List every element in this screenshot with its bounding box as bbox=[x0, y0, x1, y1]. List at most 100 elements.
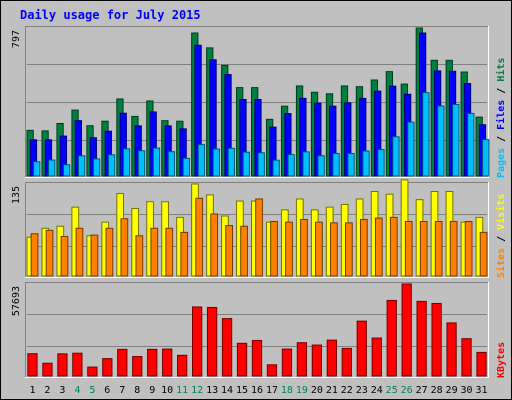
bar-sites-day-6 bbox=[105, 227, 114, 277]
chart-title: Daily usage for July 2015 bbox=[20, 8, 201, 22]
panel-top-legend: Pages / Files / Hits bbox=[495, 58, 507, 178]
day-label-30: 30 bbox=[461, 385, 473, 396]
bar-kbytes-day-14 bbox=[221, 318, 233, 377]
bar-sites-day-18 bbox=[285, 221, 293, 277]
bar-pages-day-26 bbox=[407, 121, 415, 177]
panel-bottom-max-label: 57693 bbox=[11, 286, 22, 316]
day-label-10: 10 bbox=[161, 385, 173, 396]
panel-bottom-legend: KBytes bbox=[496, 342, 507, 378]
bar-sites-day-20 bbox=[315, 221, 323, 277]
bar-pages-day-2 bbox=[48, 159, 56, 177]
day-label-16: 16 bbox=[251, 385, 263, 396]
bar-pages-day-10 bbox=[167, 151, 176, 177]
bar-pages-day-29 bbox=[452, 104, 460, 177]
bar-kbytes-day-25 bbox=[386, 299, 397, 377]
bar-sites-day-10 bbox=[165, 227, 174, 277]
bar-pages-day-9 bbox=[152, 147, 161, 177]
day-label-11: 11 bbox=[176, 385, 188, 396]
day-label-13: 13 bbox=[206, 385, 218, 396]
bar-sites-day-4 bbox=[75, 227, 84, 277]
bar-pages-day-19 bbox=[302, 151, 310, 177]
day-label-29: 29 bbox=[446, 385, 458, 396]
bar-pages-day-25 bbox=[392, 136, 400, 177]
bar-kbytes-day-26 bbox=[401, 283, 412, 377]
bar-kbytes-day-7 bbox=[117, 348, 128, 377]
bar-sites-day-12 bbox=[195, 197, 204, 277]
day-label-1: 1 bbox=[29, 385, 35, 396]
day-label-8: 8 bbox=[134, 385, 140, 396]
bar-pages-day-20 bbox=[317, 155, 325, 177]
bar-kbytes-day-5 bbox=[87, 366, 98, 377]
legend-part-bottom-0: KBytes bbox=[496, 342, 507, 378]
bar-sites-day-15 bbox=[240, 225, 248, 277]
day-label-26: 26 bbox=[401, 385, 413, 396]
bar-sites-day-28 bbox=[434, 220, 443, 277]
bar-sites-day-22 bbox=[345, 222, 353, 277]
bar-kbytes-day-9 bbox=[147, 348, 158, 377]
legend-part-top-3: / bbox=[496, 82, 507, 100]
bar-pages-day-28 bbox=[437, 105, 445, 177]
day-label-17: 17 bbox=[266, 385, 278, 396]
day-label-12: 12 bbox=[191, 385, 203, 396]
bar-sites-day-1 bbox=[30, 233, 39, 277]
day-label-14: 14 bbox=[221, 385, 233, 396]
bar-kbytes-day-4 bbox=[72, 352, 83, 377]
bar-pages-day-30 bbox=[467, 112, 475, 177]
bar-sites-day-3 bbox=[60, 235, 69, 277]
bar-sites-day-19 bbox=[300, 218, 308, 277]
bar-pages-day-22 bbox=[347, 153, 355, 177]
day-label-4: 4 bbox=[74, 385, 80, 396]
bar-kbytes-day-24 bbox=[371, 337, 382, 377]
day-label-21: 21 bbox=[326, 385, 338, 396]
panel-mid-max-label: 135 bbox=[11, 186, 22, 204]
legend-part-top-2: Files bbox=[495, 100, 507, 130]
bar-sites-day-7 bbox=[120, 218, 129, 277]
bar-sites-day-31 bbox=[479, 231, 488, 277]
bar-kbytes-day-18 bbox=[281, 348, 293, 377]
bar-sites-day-16 bbox=[255, 198, 263, 277]
bar-sites-day-13 bbox=[210, 213, 219, 277]
legend-part-top-1: / bbox=[496, 130, 507, 148]
bar-pages-day-6 bbox=[107, 154, 116, 177]
day-label-2: 2 bbox=[44, 385, 50, 396]
bar-kbytes-day-11 bbox=[177, 354, 188, 377]
bar-pages-day-1 bbox=[33, 161, 41, 177]
bar-sites-day-11 bbox=[180, 231, 189, 277]
bar-pages-day-8 bbox=[137, 150, 146, 177]
bar-kbytes-day-28 bbox=[431, 302, 442, 377]
bar-kbytes-day-3 bbox=[57, 353, 68, 377]
day-label-7: 7 bbox=[119, 385, 125, 396]
legend-part-mid-1: / bbox=[496, 230, 507, 248]
legend-part-mid-0: Sites bbox=[495, 248, 507, 278]
bar-pages-day-18 bbox=[287, 154, 295, 177]
day-label-3: 3 bbox=[59, 385, 65, 396]
bar-pages-day-17 bbox=[272, 159, 280, 177]
bar-pages-day-5 bbox=[92, 158, 101, 177]
bar-sites-day-24 bbox=[374, 217, 383, 277]
panel-mid-legend: Sites / Visits bbox=[495, 194, 507, 278]
day-label-5: 5 bbox=[89, 385, 95, 396]
day-label-31: 31 bbox=[475, 385, 487, 396]
bar-kbytes-day-19 bbox=[296, 342, 308, 377]
bar-kbytes-day-10 bbox=[162, 348, 173, 377]
bar-sites-day-25 bbox=[389, 216, 398, 277]
bar-kbytes-day-15 bbox=[236, 342, 248, 377]
bar-kbytes-day-22 bbox=[341, 347, 352, 377]
bar-sites-day-2 bbox=[45, 229, 54, 277]
day-label-22: 22 bbox=[341, 385, 353, 396]
bar-pages-day-31 bbox=[482, 139, 490, 177]
day-label-19: 19 bbox=[296, 385, 308, 396]
legend-part-mid-2: Visits bbox=[495, 194, 507, 230]
bar-sites-day-17 bbox=[270, 220, 278, 277]
bar-sites-day-30 bbox=[464, 220, 473, 277]
day-label-18: 18 bbox=[281, 385, 293, 396]
bar-pages-day-15 bbox=[242, 151, 250, 177]
bar-pages-day-14 bbox=[227, 147, 235, 177]
day-label-9: 9 bbox=[149, 385, 155, 396]
bar-sites-day-21 bbox=[330, 222, 338, 277]
bar-kbytes-day-21 bbox=[326, 339, 337, 377]
bar-kbytes-day-31 bbox=[476, 351, 487, 377]
day-label-20: 20 bbox=[311, 385, 323, 396]
bar-kbytes-day-27 bbox=[416, 300, 427, 377]
